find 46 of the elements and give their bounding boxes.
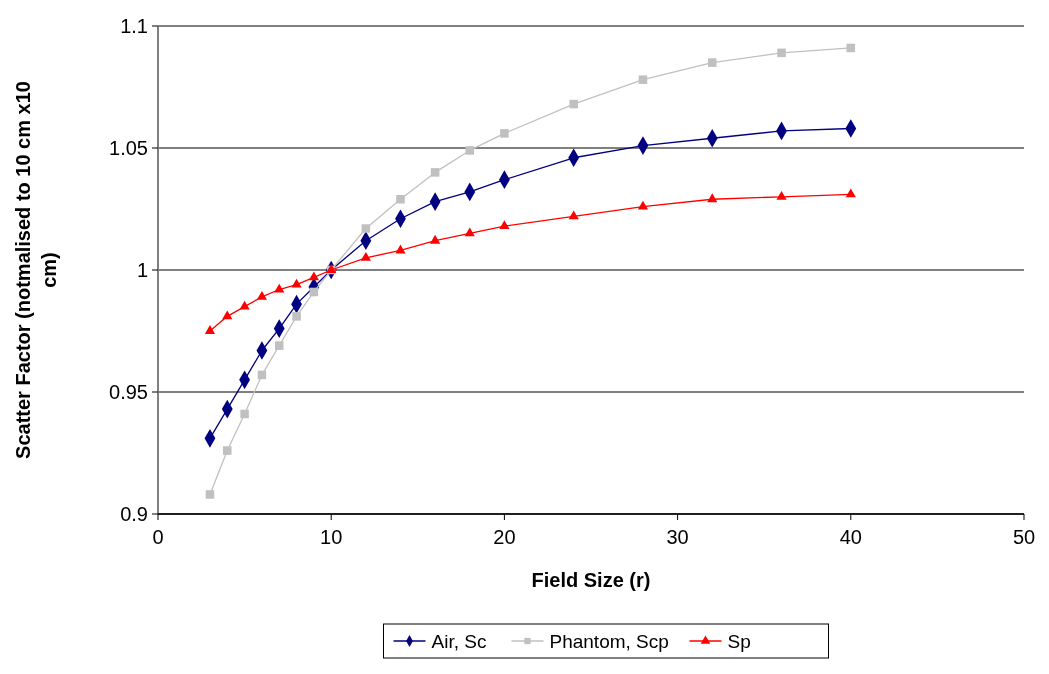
x-tick-label: 0 (152, 526, 164, 548)
point (361, 224, 371, 233)
point (776, 190, 787, 200)
y-tick-label: 0.95 (109, 381, 148, 403)
point (274, 341, 284, 350)
point (240, 409, 249, 419)
point (205, 490, 215, 499)
legend-label: Air, Sc (431, 630, 487, 652)
x-tick-label: 40 (839, 526, 862, 548)
point (500, 129, 509, 138)
x-axis-title: Field Size (r) (531, 569, 651, 591)
point (430, 168, 440, 177)
y-tick-label: 1.1 (120, 15, 148, 37)
point (256, 290, 268, 300)
point (464, 227, 475, 237)
point (499, 220, 510, 230)
point (222, 310, 233, 320)
point (204, 325, 216, 334)
point (777, 48, 786, 58)
legend-label: Sp (727, 630, 751, 652)
point (845, 188, 856, 198)
point (638, 75, 648, 84)
point (637, 200, 649, 210)
x-tick-label: 10 (320, 526, 343, 548)
point (308, 271, 319, 281)
point (360, 251, 371, 261)
point (239, 300, 250, 310)
point (430, 234, 441, 244)
point (569, 99, 578, 109)
legend-label: Phantom, Scp (549, 630, 669, 652)
y-axis-title: Scatter Factor (notmalised to 10 cm x10 cm) (12, 81, 60, 459)
y-tick-label: 0.9 (120, 503, 148, 525)
point (223, 446, 232, 455)
point (465, 146, 475, 155)
point (291, 278, 302, 288)
point (707, 193, 718, 203)
x-tick-label: 30 (666, 526, 689, 548)
point (292, 312, 301, 321)
x-tick-label: 20 (493, 526, 516, 548)
point (707, 58, 717, 67)
point (568, 210, 579, 220)
x-tick-label: 50 (1012, 526, 1036, 548)
y-tick-label: 1.05 (109, 137, 148, 159)
point (395, 244, 406, 254)
y-tick-label: 1 (136, 259, 148, 281)
point (396, 194, 405, 204)
